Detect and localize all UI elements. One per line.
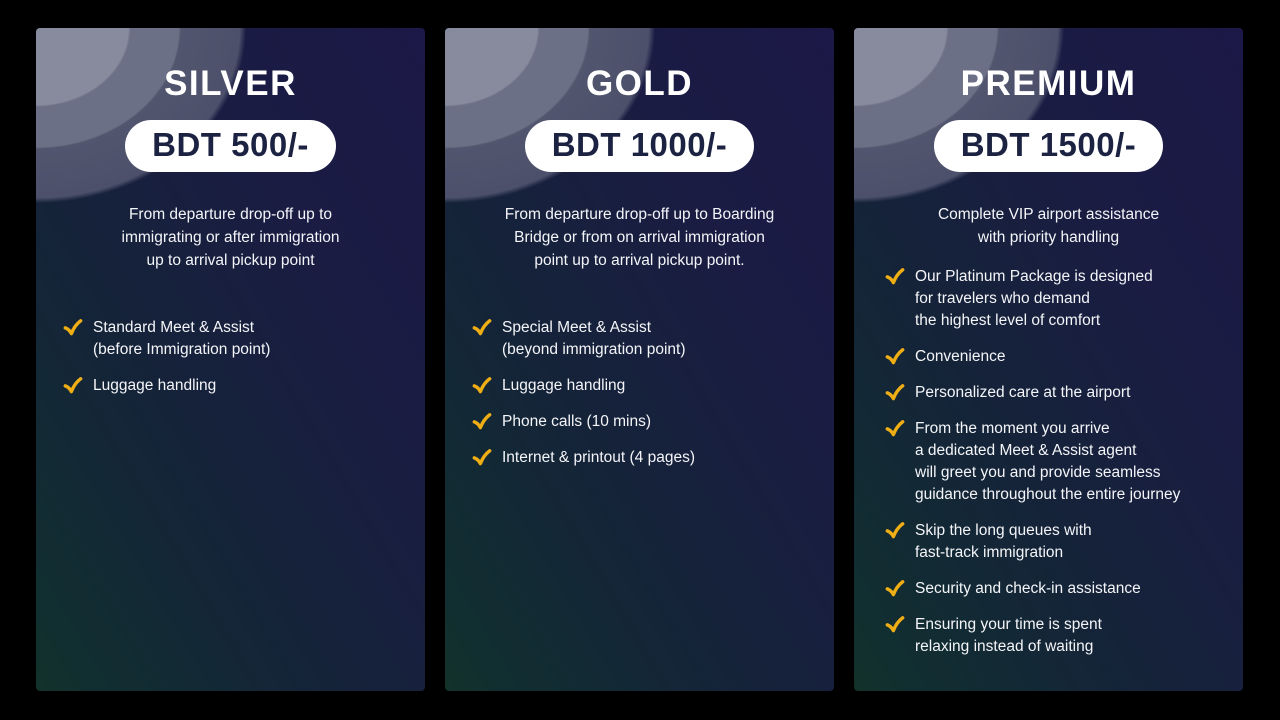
price-pill: BDT 1000/- xyxy=(524,120,755,172)
feature-text: Luggage handling xyxy=(502,377,626,394)
feature-item: Luggage handling xyxy=(63,375,411,397)
features-list: Our Platinum Package is designed for tra… xyxy=(854,266,1243,658)
feature-item: From the moment you arrive a dedicated M… xyxy=(885,418,1229,506)
check-icon xyxy=(63,318,83,337)
card-premium: PREMIUM BDT 1500/- Complete VIP airport … xyxy=(854,28,1243,691)
price-label: BDT 500/- xyxy=(152,126,309,163)
check-icon xyxy=(885,615,905,634)
price-label: BDT 1000/- xyxy=(551,126,728,163)
feature-text: Phone calls (10 mins) xyxy=(502,413,652,430)
features-list: Standard Meet & Assist (before Immigrati… xyxy=(36,317,425,397)
plan-description: From departure drop-off up to Boarding B… xyxy=(504,206,775,269)
price-pill: BDT 500/- xyxy=(125,120,336,172)
feature-item: Ensuring your time is spent relaxing ins… xyxy=(885,614,1229,658)
feature-item: Security and check-in assistance xyxy=(885,578,1229,600)
plan-description: From departure drop-off up to immigratin… xyxy=(121,206,340,269)
feature-item: Phone calls (10 mins) xyxy=(472,411,820,433)
feature-text: Our Platinum Package is designed for tra… xyxy=(915,268,1153,329)
feature-text: Skip the long queues with fast-track imm… xyxy=(915,522,1092,561)
check-icon xyxy=(885,383,905,402)
feature-text: From the moment you arrive a dedicated M… xyxy=(915,420,1181,503)
price-pill: BDT 1500/- xyxy=(933,120,1164,172)
feature-item: Special Meet & Assist (beyond immigratio… xyxy=(472,317,820,361)
plan-title: SILVER xyxy=(164,64,297,103)
feature-item: Convenience xyxy=(885,346,1229,368)
feature-text: Internet & printout (4 pages) xyxy=(502,449,696,466)
feature-text: Luggage handling xyxy=(93,377,217,394)
check-icon xyxy=(885,347,905,366)
check-icon xyxy=(472,412,492,431)
check-icon xyxy=(472,318,492,337)
feature-text: Special Meet & Assist (beyond immigratio… xyxy=(502,319,686,358)
price-label: BDT 1500/- xyxy=(960,126,1137,163)
feature-item: Luggage handling xyxy=(472,375,820,397)
plan-description: Complete VIP airport assistance with pri… xyxy=(937,206,1160,246)
feature-item: Standard Meet & Assist (before Immigrati… xyxy=(63,317,411,361)
card-gold: GOLD BDT 1000/- From departure drop-off … xyxy=(445,28,834,691)
pricing-cards-row: SILVER BDT 500/- From departure drop-off… xyxy=(36,28,1243,691)
feature-text: Security and check-in assistance xyxy=(915,580,1141,597)
plan-title: PREMIUM xyxy=(960,64,1137,103)
feature-item: Internet & printout (4 pages) xyxy=(472,447,820,469)
feature-text: Convenience xyxy=(915,348,1006,365)
feature-text: Ensuring your time is spent relaxing ins… xyxy=(915,616,1102,655)
feature-item: Personalized care at the airport xyxy=(885,382,1229,404)
card-silver: SILVER BDT 500/- From departure drop-off… xyxy=(36,28,425,691)
features-list: Special Meet & Assist (beyond immigratio… xyxy=(445,317,834,469)
check-icon xyxy=(63,376,83,395)
feature-item: Skip the long queues with fast-track imm… xyxy=(885,520,1229,564)
check-icon xyxy=(885,267,905,286)
check-icon xyxy=(472,376,492,395)
plan-title: GOLD xyxy=(585,64,694,103)
check-icon xyxy=(472,448,492,467)
feature-item: Our Platinum Package is designed for tra… xyxy=(885,266,1229,332)
check-icon xyxy=(885,579,905,598)
feature-text: Standard Meet & Assist (before Immigrati… xyxy=(93,319,271,358)
feature-text: Personalized care at the airport xyxy=(915,384,1131,401)
check-icon xyxy=(885,521,905,540)
check-icon xyxy=(885,419,905,438)
